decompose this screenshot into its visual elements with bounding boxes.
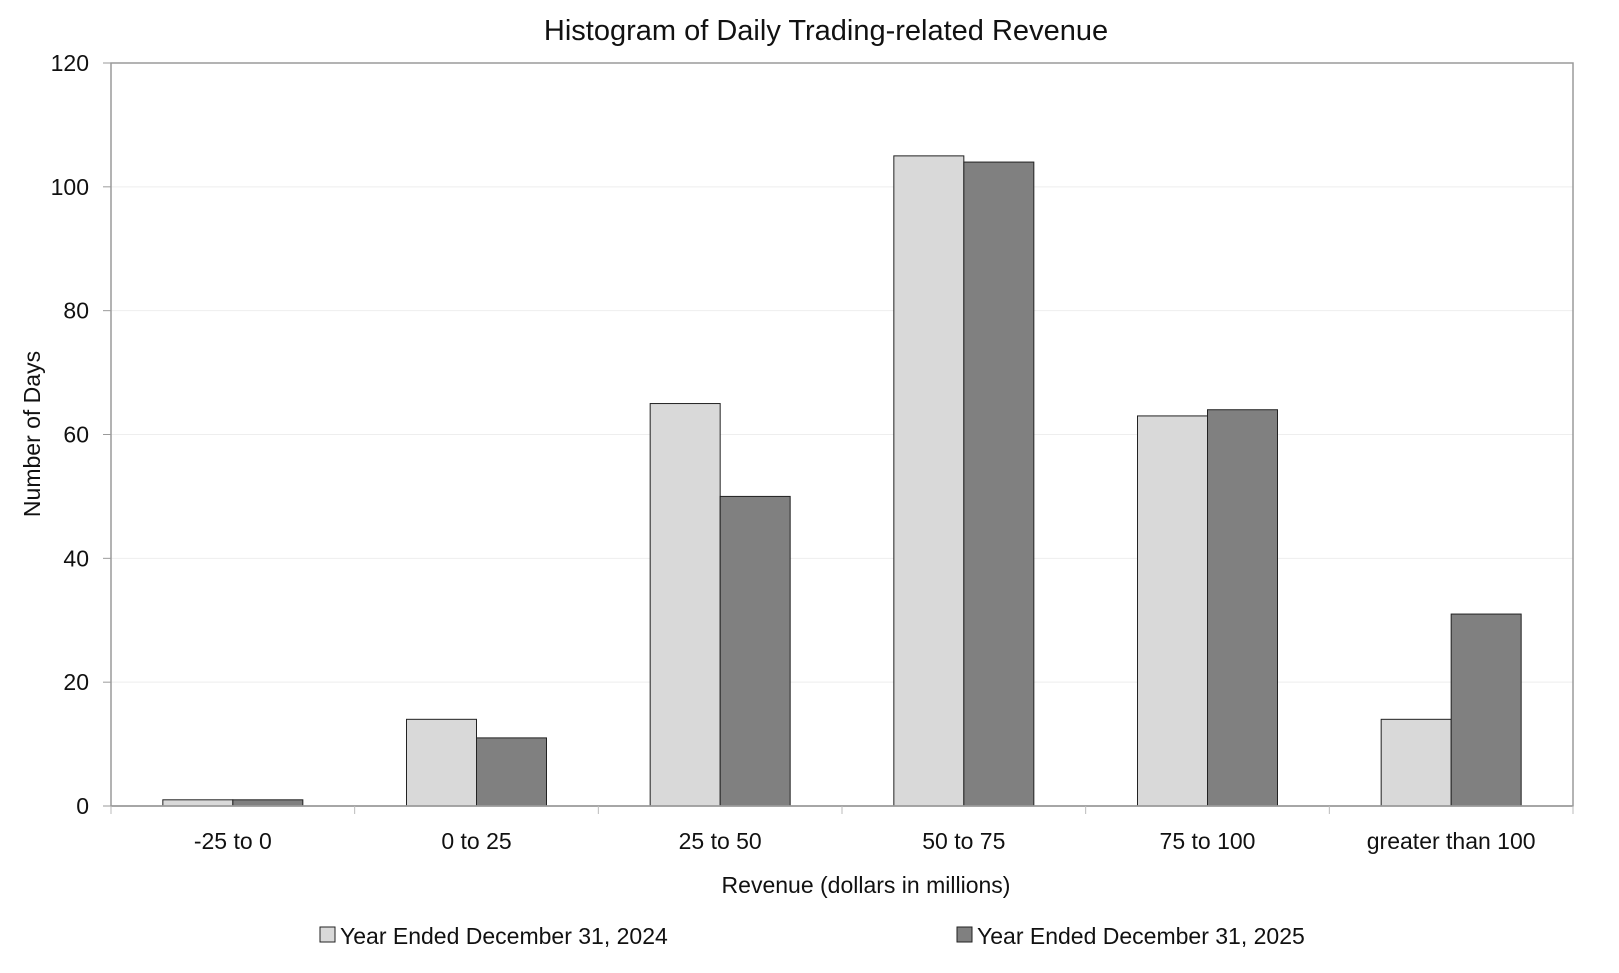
bar [232, 799, 304, 807]
bar [162, 799, 234, 807]
bar [1450, 613, 1522, 807]
y-tick-label: 100 [51, 174, 89, 200]
chart-title: Histogram of Daily Trading-related Reven… [544, 15, 1108, 47]
y-tick-label: 40 [63, 545, 89, 571]
bar [1380, 718, 1452, 807]
x-axis-label: Revenue (dollars in millions) [722, 872, 1011, 898]
bar [893, 155, 965, 807]
bar [963, 161, 1035, 807]
bar [1137, 415, 1208, 807]
bar [649, 403, 721, 807]
x-tick-label: 50 to 75 [922, 828, 1005, 854]
x-tick-label: 0 to 25 [441, 828, 511, 854]
legend-swatch [319, 926, 336, 943]
bar [719, 495, 791, 807]
y-tick-label: 60 [63, 422, 89, 448]
y-axis-label: Number of Days [19, 351, 45, 517]
bar [476, 737, 547, 807]
x-tick-label: -25 to 0 [194, 828, 272, 854]
x-tick-label: greater than 100 [1367, 828, 1536, 854]
legend-label: Year Ended December 31, 2025 [977, 923, 1305, 949]
y-tick-label: 120 [51, 50, 89, 76]
bar [406, 718, 477, 807]
bar [1207, 409, 1278, 807]
y-tick-label: 0 [76, 793, 89, 819]
legend-label: Year Ended December 31, 2024 [340, 923, 668, 949]
legend-swatch [956, 926, 973, 943]
y-tick-label: 80 [63, 298, 89, 324]
x-tick-label: 25 to 50 [679, 828, 762, 854]
y-tick-label: 20 [63, 669, 89, 695]
x-tick-label: 75 to 100 [1160, 828, 1256, 854]
